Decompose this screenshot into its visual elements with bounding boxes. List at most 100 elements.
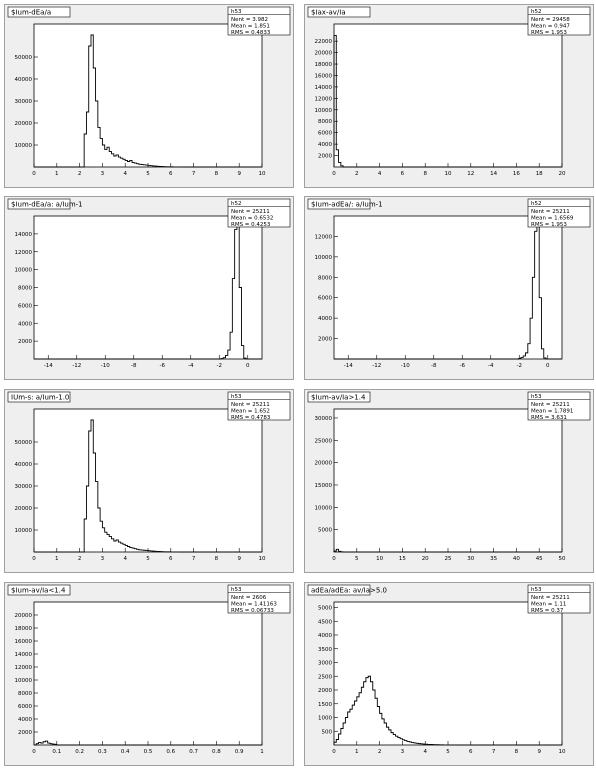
y-tick-label: 10000	[315, 505, 333, 511]
histogram-pad-5: 0 1 2 3 4 5 6 7 8 9 10 10000 20000 30000 40000 50000 IUm…	[4, 389, 294, 573]
x-tick-label: -12	[372, 363, 381, 369]
y-tick-label: 10000	[15, 143, 33, 149]
stats-box	[227, 584, 291, 614]
title-box	[307, 584, 371, 596]
y-tick-label: 50000	[15, 55, 33, 61]
x-tick-label: 3	[101, 556, 105, 562]
y-tick-label: 4000	[18, 717, 32, 723]
x-tick-label: 2	[78, 556, 82, 562]
y-tick-label: 14000	[15, 652, 33, 658]
stats-row: Mean = 1.7891	[531, 409, 573, 415]
stats-box	[527, 6, 591, 36]
x-tick-label: 10	[259, 556, 266, 562]
y-tick-label: 6000	[318, 131, 332, 137]
x-tick-label: -4	[188, 363, 194, 369]
y-tick-label: 16000	[15, 639, 33, 645]
x-tick-label: -10	[401, 363, 410, 369]
y-tick-label: 20000	[15, 121, 33, 127]
x-tick-label: 0.3	[98, 749, 107, 755]
x-tick-label: 6	[169, 556, 173, 562]
y-tick-label: 12000	[15, 665, 33, 671]
x-tick-label: 3	[101, 171, 105, 177]
x-tick-label: 1	[355, 749, 359, 755]
y-tick-label: 40000	[15, 462, 33, 468]
y-tick-label: 3500	[318, 647, 332, 653]
y-tick-label: 8000	[18, 691, 32, 697]
x-tick-label: 0.9	[235, 749, 244, 755]
x-tick-label: 0.5	[144, 749, 153, 755]
histogram-pad-2: 0 2 4 6 8 10 12 14 16 18 20 2000 4000 6000 8000 10000 12…	[304, 4, 594, 188]
x-tick-label: 5	[446, 749, 450, 755]
x-tick-label: 0	[32, 749, 36, 755]
stats-row: Mean = 1.41163	[231, 602, 277, 608]
y-tick-label: 12000	[315, 234, 333, 240]
stats-row: Nent = 2606	[231, 595, 267, 601]
x-tick-label: 7	[492, 749, 496, 755]
stats-box	[227, 198, 291, 228]
plot-frame	[33, 601, 263, 746]
x-tick-label: 10	[259, 171, 266, 177]
x-tick-label: 0	[332, 749, 336, 755]
y-tick-label: 6000	[318, 296, 332, 302]
x-tick-label: 2	[355, 171, 359, 177]
y-tick-label: 25000	[315, 438, 333, 444]
chart-title: $Ium-dEa/a	[11, 9, 51, 17]
x-tick-label: 5	[146, 556, 150, 562]
y-tick-label: 500	[322, 729, 333, 735]
chart-title: IUm-s: a/Ium-1.0	[11, 394, 69, 402]
histogram-line	[34, 34, 262, 168]
title-box	[307, 6, 371, 18]
x-tick-label: 4	[123, 556, 127, 562]
stats-name: h53	[231, 9, 242, 15]
title-box	[7, 584, 71, 596]
stats-name: h53	[531, 394, 542, 400]
plot-frame	[333, 215, 563, 360]
y-tick-label: 2000	[318, 154, 332, 160]
plot-frame	[33, 408, 263, 553]
stats-name: h52	[231, 201, 241, 207]
stats-row: RMS = 3.631	[531, 415, 567, 421]
histogram-line	[34, 740, 262, 746]
stats-row: Mean = 1.851	[231, 24, 270, 30]
x-tick-label: 0	[32, 171, 36, 177]
x-tick-label: 3	[401, 749, 405, 755]
x-tick-label: 0.1	[52, 749, 61, 755]
plot-frame	[333, 408, 563, 553]
x-tick-label: 0	[546, 363, 550, 369]
chart-title: $Ium-av/Ia<1.4	[11, 587, 66, 595]
x-tick-label: 20	[559, 171, 566, 177]
x-tick-label: 6	[469, 749, 473, 755]
x-tick-label: 6	[169, 171, 173, 177]
y-tick-label: 50000	[15, 440, 33, 446]
x-tick-label: 6	[401, 171, 405, 177]
stats-row: Nent = 25211	[531, 595, 570, 601]
x-tick-label: 7	[192, 556, 196, 562]
plot-frame	[333, 23, 563, 168]
x-tick-label: 8	[423, 171, 427, 177]
histogram-line	[333, 34, 562, 168]
x-tick-label: 8	[515, 749, 519, 755]
x-tick-label: 16	[513, 171, 520, 177]
title-box	[7, 198, 71, 210]
x-tick-label: 4	[378, 171, 382, 177]
x-tick-label: 8	[215, 171, 219, 177]
x-tick-label: 10	[559, 749, 566, 755]
x-tick-label: 0.6	[166, 749, 175, 755]
y-tick-label: 20000	[15, 613, 33, 619]
y-tick-label: 14000	[15, 232, 33, 238]
x-tick-label: 1	[55, 171, 59, 177]
x-tick-label: -8	[431, 363, 437, 369]
chart-title: adEa/adEa: av/Ia>5.0	[311, 587, 387, 595]
stats-row: RMS = 0.4833	[231, 30, 271, 36]
y-tick-label: 18000	[315, 62, 333, 68]
y-tick-label: 2000	[18, 339, 32, 345]
stats-box	[227, 6, 291, 36]
x-tick-label: -6	[460, 363, 466, 369]
histogram-pad-1: 0 1 2 3 4 5 6 7 8 9 10 10000 20000 30000 40000 50000 $Iu…	[4, 4, 294, 188]
stats-row: Mean = 0.947	[531, 24, 570, 30]
x-tick-label: 0.4	[121, 749, 130, 755]
stats-row: Nent = 25211	[231, 402, 270, 408]
y-tick-label: 20000	[315, 461, 333, 467]
x-tick-label: -14	[44, 363, 53, 369]
x-tick-label: -2	[217, 363, 222, 369]
